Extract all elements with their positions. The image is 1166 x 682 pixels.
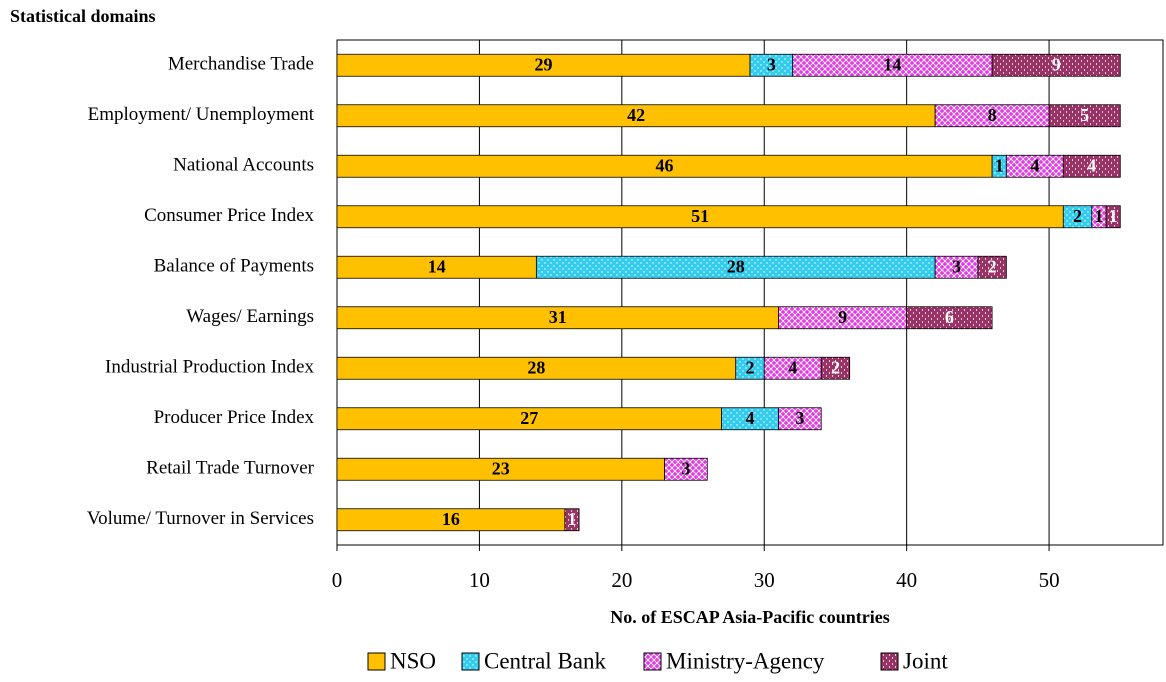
data-label: 8 xyxy=(988,105,997,125)
legend-label: Joint xyxy=(903,648,948,673)
data-label: 42 xyxy=(627,105,645,125)
data-label: 4 xyxy=(788,357,797,377)
bar-segment xyxy=(664,457,708,481)
y-tick-label: Industrial Production Index xyxy=(105,357,314,378)
data-label: 1 xyxy=(995,155,1004,175)
data-label: 2 xyxy=(1073,206,1082,226)
data-label: 5 xyxy=(1080,105,1089,125)
data-label: 28 xyxy=(727,256,745,276)
data-label: 51 xyxy=(691,206,709,226)
legend-label: Central Bank xyxy=(484,648,606,673)
legend-swatch xyxy=(880,652,899,671)
plot-border xyxy=(336,39,1164,546)
y-tick-label: Consumer Price Index xyxy=(144,205,314,226)
data-label: 3 xyxy=(952,256,961,276)
data-label: 3 xyxy=(767,54,776,74)
bar-segment xyxy=(1062,154,1121,178)
x-tick-label: 40 xyxy=(896,568,917,592)
data-label: 9 xyxy=(838,307,847,327)
bar-segment xyxy=(820,356,851,380)
bar-segment xyxy=(778,407,822,431)
legend-swatch xyxy=(643,652,662,671)
data-label: 31 xyxy=(549,307,567,327)
data-label: 2 xyxy=(988,256,997,276)
y-tick-label: Balance of Payments xyxy=(154,256,314,277)
y-tick-label: Retail Trade Turnover xyxy=(146,458,315,479)
y-tick-label: National Accounts xyxy=(173,155,314,176)
x-tick-label: 20 xyxy=(611,568,632,592)
data-label: 4 xyxy=(1030,155,1039,175)
data-label: 2 xyxy=(831,357,840,377)
y-tick-label: Employment/ Unemployment xyxy=(88,104,315,125)
data-label: 1 xyxy=(1109,206,1118,226)
legend-label: Ministry-Agency xyxy=(666,648,825,673)
bar-segment xyxy=(991,53,1121,77)
data-label: 1 xyxy=(567,509,576,529)
data-label: 27 xyxy=(520,408,538,428)
bar-segment xyxy=(977,255,1007,279)
data-label: 3 xyxy=(795,408,804,428)
data-label: 14 xyxy=(428,256,446,276)
x-axis-title: No. of ESCAP Asia-Pacific countries xyxy=(610,607,889,627)
bar-segment xyxy=(1105,205,1121,229)
bar-segment xyxy=(1048,104,1121,128)
data-label: 16 xyxy=(442,509,460,529)
data-label: 9 xyxy=(1052,54,1061,74)
data-label: 6 xyxy=(945,307,954,327)
legend-swatch xyxy=(461,652,480,671)
legend-swatch xyxy=(367,652,386,671)
data-label: 2 xyxy=(746,357,755,377)
bar-segment xyxy=(564,508,580,532)
legend-label: NSO xyxy=(390,648,436,673)
data-label: 3 xyxy=(681,458,690,478)
data-label: 4 xyxy=(746,408,755,428)
y-tick-label: Wages/ Earnings xyxy=(186,306,314,327)
data-label: 4 xyxy=(1087,155,1096,175)
x-tick-label: 10 xyxy=(469,568,490,592)
data-label: 1 xyxy=(1094,206,1103,226)
y-tick-label: Volume/ Turnover in Services xyxy=(87,508,314,529)
data-label: 29 xyxy=(535,54,553,74)
data-label: 23 xyxy=(492,458,510,478)
x-tick-label: 50 xyxy=(1039,568,1060,592)
data-label: 46 xyxy=(656,155,674,175)
bar-segment xyxy=(906,306,993,330)
data-label: 28 xyxy=(527,357,545,377)
x-tick-label: 0 xyxy=(332,568,343,592)
x-tick-label: 30 xyxy=(754,568,775,592)
y-axis-title: Statistical domains xyxy=(10,6,156,26)
data-label: 14 xyxy=(883,54,901,74)
y-tick-label: Merchandise Trade xyxy=(168,54,314,75)
y-tick-label: Producer Price Index xyxy=(154,407,315,428)
